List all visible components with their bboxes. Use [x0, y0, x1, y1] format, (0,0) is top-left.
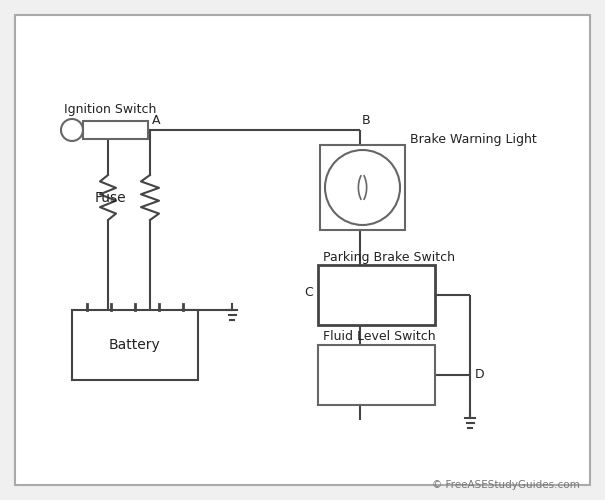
Bar	[320, 145, 405, 230]
Text: C: C	[304, 286, 313, 300]
Text: Fuse: Fuse	[95, 190, 126, 204]
Text: Ignition Switch: Ignition Switch	[64, 104, 156, 117]
Text: Fluid Level Switch: Fluid Level Switch	[323, 330, 436, 344]
Text: Brake Warning Light: Brake Warning Light	[410, 134, 537, 146]
Text: Parking Brake Switch: Parking Brake Switch	[323, 250, 455, 264]
Text: B: B	[362, 114, 371, 126]
Text: A: A	[152, 114, 160, 126]
Circle shape	[61, 119, 83, 141]
Text: D: D	[475, 368, 485, 382]
Text: Battery: Battery	[109, 338, 161, 352]
Text: © FreeASEStudyGuides.com: © FreeASEStudyGuides.com	[432, 480, 580, 490]
Circle shape	[325, 150, 400, 225]
Bar	[318, 265, 435, 325]
Bar	[72, 310, 198, 380]
Bar	[83, 121, 148, 139]
Bar	[318, 345, 435, 405]
